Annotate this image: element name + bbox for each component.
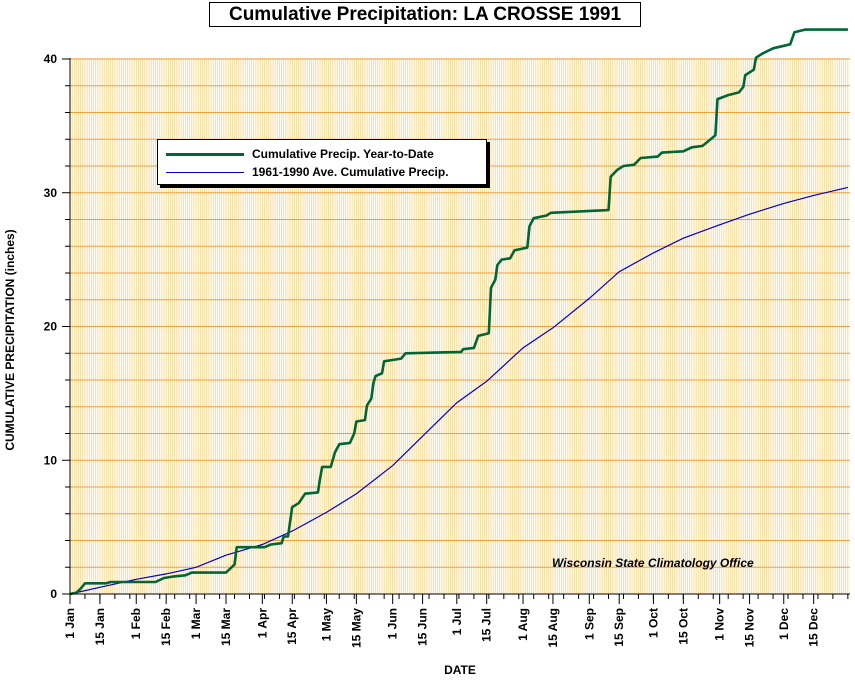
x-tick-label: 15 Sep [612,608,626,647]
legend-item-ytd: Cumulative Precip. Year-to-Date [166,146,434,162]
chart-title: Cumulative Precipitation: LA CROSSE 1991 [209,2,641,27]
x-tick-label: 15 Apr [285,608,299,645]
y-axis-ticks: 0 10 20 30 40 [44,52,70,601]
legend-label-ytd: Cumulative Precip. Year-to-Date [252,147,434,161]
x-tick-label: 1 Mar [189,608,203,640]
x-tick-label: 1 Jun [386,608,400,639]
x-axis-ticks: 1 Jan 15 Jan 1 Feb 15 Feb 1 Mar 15 Mar 1 Apr 15… [63,594,849,648]
series-ytd-line [69,28,848,596]
x-tick-label: 1 Nov [713,608,727,641]
y-axis-label: CUMULATIVE PRECIPITATION (inches) [3,229,17,451]
x-tick-label: 15 May [349,608,363,648]
legend: Cumulative Precip. Year-to-Date 1961-199… [157,139,487,185]
y-tick-label: 0 [50,587,57,601]
y-tick-label: 40 [44,52,58,66]
x-axis-label: DATE [444,663,476,677]
y-tick-label: 10 [44,453,58,467]
x-tick-label: 15 Aug [546,608,560,648]
x-tick-label: 1 Jul [450,608,464,635]
x-tick-label: 1 May [319,608,333,642]
y-tick-label: 30 [44,186,58,200]
y-tick-label: 20 [44,320,58,334]
legend-label-average: 1961-1990 Ave. Cumulative Precip. [252,165,449,179]
x-tick-label: 15 Mar [219,608,233,646]
x-tick-label: 1 Dec [777,608,791,640]
series-average-line [69,186,849,595]
x-tick-label: 1 Jan [63,608,77,639]
credit-annotation: Wisconsin State Climatology Office [552,556,754,570]
average-series-path [69,186,849,595]
x-tick-label: 15 Dec [807,608,821,647]
legend-swatch-ytd [166,152,244,156]
x-tick-label: 15 Jul [480,608,494,642]
x-tick-label: 1 Oct [646,608,660,638]
legend-swatch-average [166,171,244,173]
x-tick-label: 1 Sep [582,608,596,640]
x-tick-label: 15 Jun [416,608,430,646]
x-tick-label: 1 Feb [129,608,143,639]
x-tick-label: 15 Jan [93,608,107,645]
x-tick-label: 1 Aug [516,608,530,641]
ytd-series-path [69,28,848,596]
x-tick-label: 15 Nov [743,608,757,648]
legend-item-average: 1961-1990 Ave. Cumulative Precip. [166,164,449,180]
x-tick-label: 15 Feb [159,608,173,646]
x-tick-label: 1 Apr [255,608,269,639]
x-tick-label: 15 Oct [676,608,690,645]
